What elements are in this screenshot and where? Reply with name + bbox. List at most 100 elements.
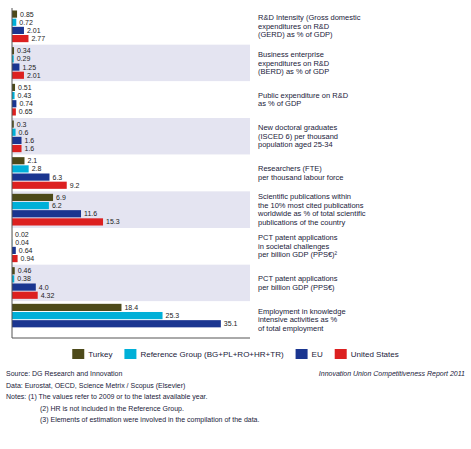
band bbox=[12, 191, 250, 228]
data-label: 2.77 bbox=[31, 35, 45, 42]
bar bbox=[12, 194, 53, 201]
legend-swatch bbox=[335, 349, 347, 359]
data-label: 0.72 bbox=[19, 19, 33, 26]
category-labels: R&D Intensity (Gross domesticexpenditure… bbox=[257, 13, 366, 333]
band bbox=[12, 155, 250, 192]
data-labels: 0.850.722.012.770.340.291.252.010.510.43… bbox=[15, 11, 237, 328]
data-label: 0.3 bbox=[17, 121, 27, 128]
data-label: 4.0 bbox=[39, 284, 49, 291]
annotation: Notes: (1) The values refer to 2009 or t… bbox=[6, 393, 207, 401]
y-axis-line bbox=[12, 8, 13, 338]
bar bbox=[12, 173, 49, 180]
data-label: 0.85 bbox=[20, 11, 34, 18]
data-label: 4.32 bbox=[41, 292, 55, 299]
category-label: R&D Intensity (Gross domesticexpenditure… bbox=[258, 13, 361, 39]
bar bbox=[12, 165, 29, 172]
band bbox=[12, 8, 250, 45]
data-label: 0.02 bbox=[15, 231, 29, 238]
data-label: 2.01 bbox=[27, 72, 41, 79]
category-label: Employment in knowledgeintensive activit… bbox=[258, 307, 346, 333]
data-label: 0.04 bbox=[15, 239, 29, 246]
band bbox=[12, 81, 250, 118]
bars bbox=[12, 10, 221, 327]
bar bbox=[12, 292, 38, 299]
data-label: 0.34 bbox=[17, 47, 31, 54]
bar bbox=[12, 137, 22, 144]
bar bbox=[12, 247, 16, 254]
band bbox=[12, 45, 250, 82]
annotation: (3) Elements of estimation were involved… bbox=[40, 416, 260, 424]
data-label: 9.2 bbox=[70, 182, 80, 189]
data-label: 0.38 bbox=[17, 275, 31, 282]
bar bbox=[12, 283, 36, 290]
band bbox=[12, 265, 250, 302]
data-label: 0.51 bbox=[18, 84, 32, 91]
band bbox=[12, 118, 250, 155]
bar bbox=[12, 255, 18, 262]
data-label: 2.1 bbox=[27, 157, 37, 164]
bar bbox=[12, 145, 22, 152]
data-label: 25.3 bbox=[166, 312, 180, 319]
data-label: 2.8 bbox=[32, 165, 42, 172]
annotation: Data: Eurostat, OECD, Science Metrix / S… bbox=[6, 382, 185, 390]
bar bbox=[12, 210, 81, 217]
band bbox=[12, 228, 250, 265]
bar bbox=[12, 320, 221, 327]
chart: 0.850.722.012.770.340.291.252.010.510.43… bbox=[0, 0, 471, 449]
data-label: 6.9 bbox=[56, 194, 66, 201]
annotation: Innovation Union Competitiveness Report … bbox=[319, 370, 465, 378]
band bbox=[12, 301, 250, 338]
legend-swatch bbox=[296, 349, 308, 359]
bar bbox=[12, 157, 24, 164]
bar bbox=[12, 182, 67, 189]
bar bbox=[12, 27, 24, 34]
data-label: 0.65 bbox=[19, 108, 33, 115]
bar bbox=[12, 108, 16, 115]
category-label: Public expenditure on R&Das % of GDP bbox=[258, 91, 349, 109]
x-axis-line bbox=[12, 338, 250, 339]
footer: Source: DG Research and Innovation Data: … bbox=[6, 370, 465, 424]
category-label: Scientific publications withinthe 10% mo… bbox=[257, 192, 366, 227]
legend-swatch bbox=[124, 349, 136, 359]
bar bbox=[12, 304, 121, 311]
data-label: 1.6 bbox=[25, 137, 35, 144]
category-label: PCT patent applicationsin societal chall… bbox=[258, 233, 338, 259]
bar bbox=[12, 10, 17, 17]
data-label: 18.4 bbox=[124, 304, 138, 311]
legend-label: Reference Group (BG+PL+RO+HR+TR) bbox=[140, 350, 284, 359]
data-label: 0.6 bbox=[19, 129, 29, 136]
bar bbox=[12, 312, 163, 319]
category-label: New doctoral graduates(ISCED 6) per thou… bbox=[258, 123, 338, 149]
legend-label: EU bbox=[312, 350, 323, 359]
legend-swatch bbox=[72, 349, 84, 359]
data-label: 11.6 bbox=[84, 210, 97, 217]
bar bbox=[12, 129, 16, 136]
bar bbox=[12, 202, 49, 209]
data-label: 15.3 bbox=[106, 218, 120, 225]
category-label: Researchers (FTE)per thousand labour for… bbox=[258, 164, 343, 182]
data-label: 6.3 bbox=[52, 174, 62, 181]
data-label: 2.01 bbox=[27, 27, 41, 34]
legend-label: Turkey bbox=[88, 350, 112, 359]
bar bbox=[12, 63, 19, 70]
legend-label: United States bbox=[351, 350, 399, 359]
annotation: Source: DG Research and Innovation bbox=[6, 370, 122, 377]
category-label: Business enterpriseexpenditures on R&D(B… bbox=[258, 50, 330, 76]
data-label: 0.94 bbox=[21, 255, 35, 262]
data-label: 0.29 bbox=[17, 55, 31, 62]
bar bbox=[12, 218, 103, 225]
bands bbox=[12, 8, 250, 338]
data-label: 0.74 bbox=[19, 100, 33, 107]
data-label: 0.64 bbox=[19, 247, 33, 254]
data-label: 1.25 bbox=[22, 64, 36, 71]
bar bbox=[12, 100, 16, 107]
data-label: 35.1 bbox=[224, 320, 238, 327]
data-label: 1.6 bbox=[25, 145, 35, 152]
data-label: 0.46 bbox=[18, 267, 32, 274]
bar bbox=[12, 19, 16, 26]
bar bbox=[12, 72, 24, 79]
data-label: 0.43 bbox=[18, 92, 32, 99]
legend: Turkey Reference Group (BG+PL+RO+HR+TR) EU… bbox=[72, 349, 398, 359]
category-label: PCT patent applicationsper billion GDP (… bbox=[258, 274, 338, 292]
annotation: (2) HR is not included in the Reference … bbox=[40, 405, 184, 413]
